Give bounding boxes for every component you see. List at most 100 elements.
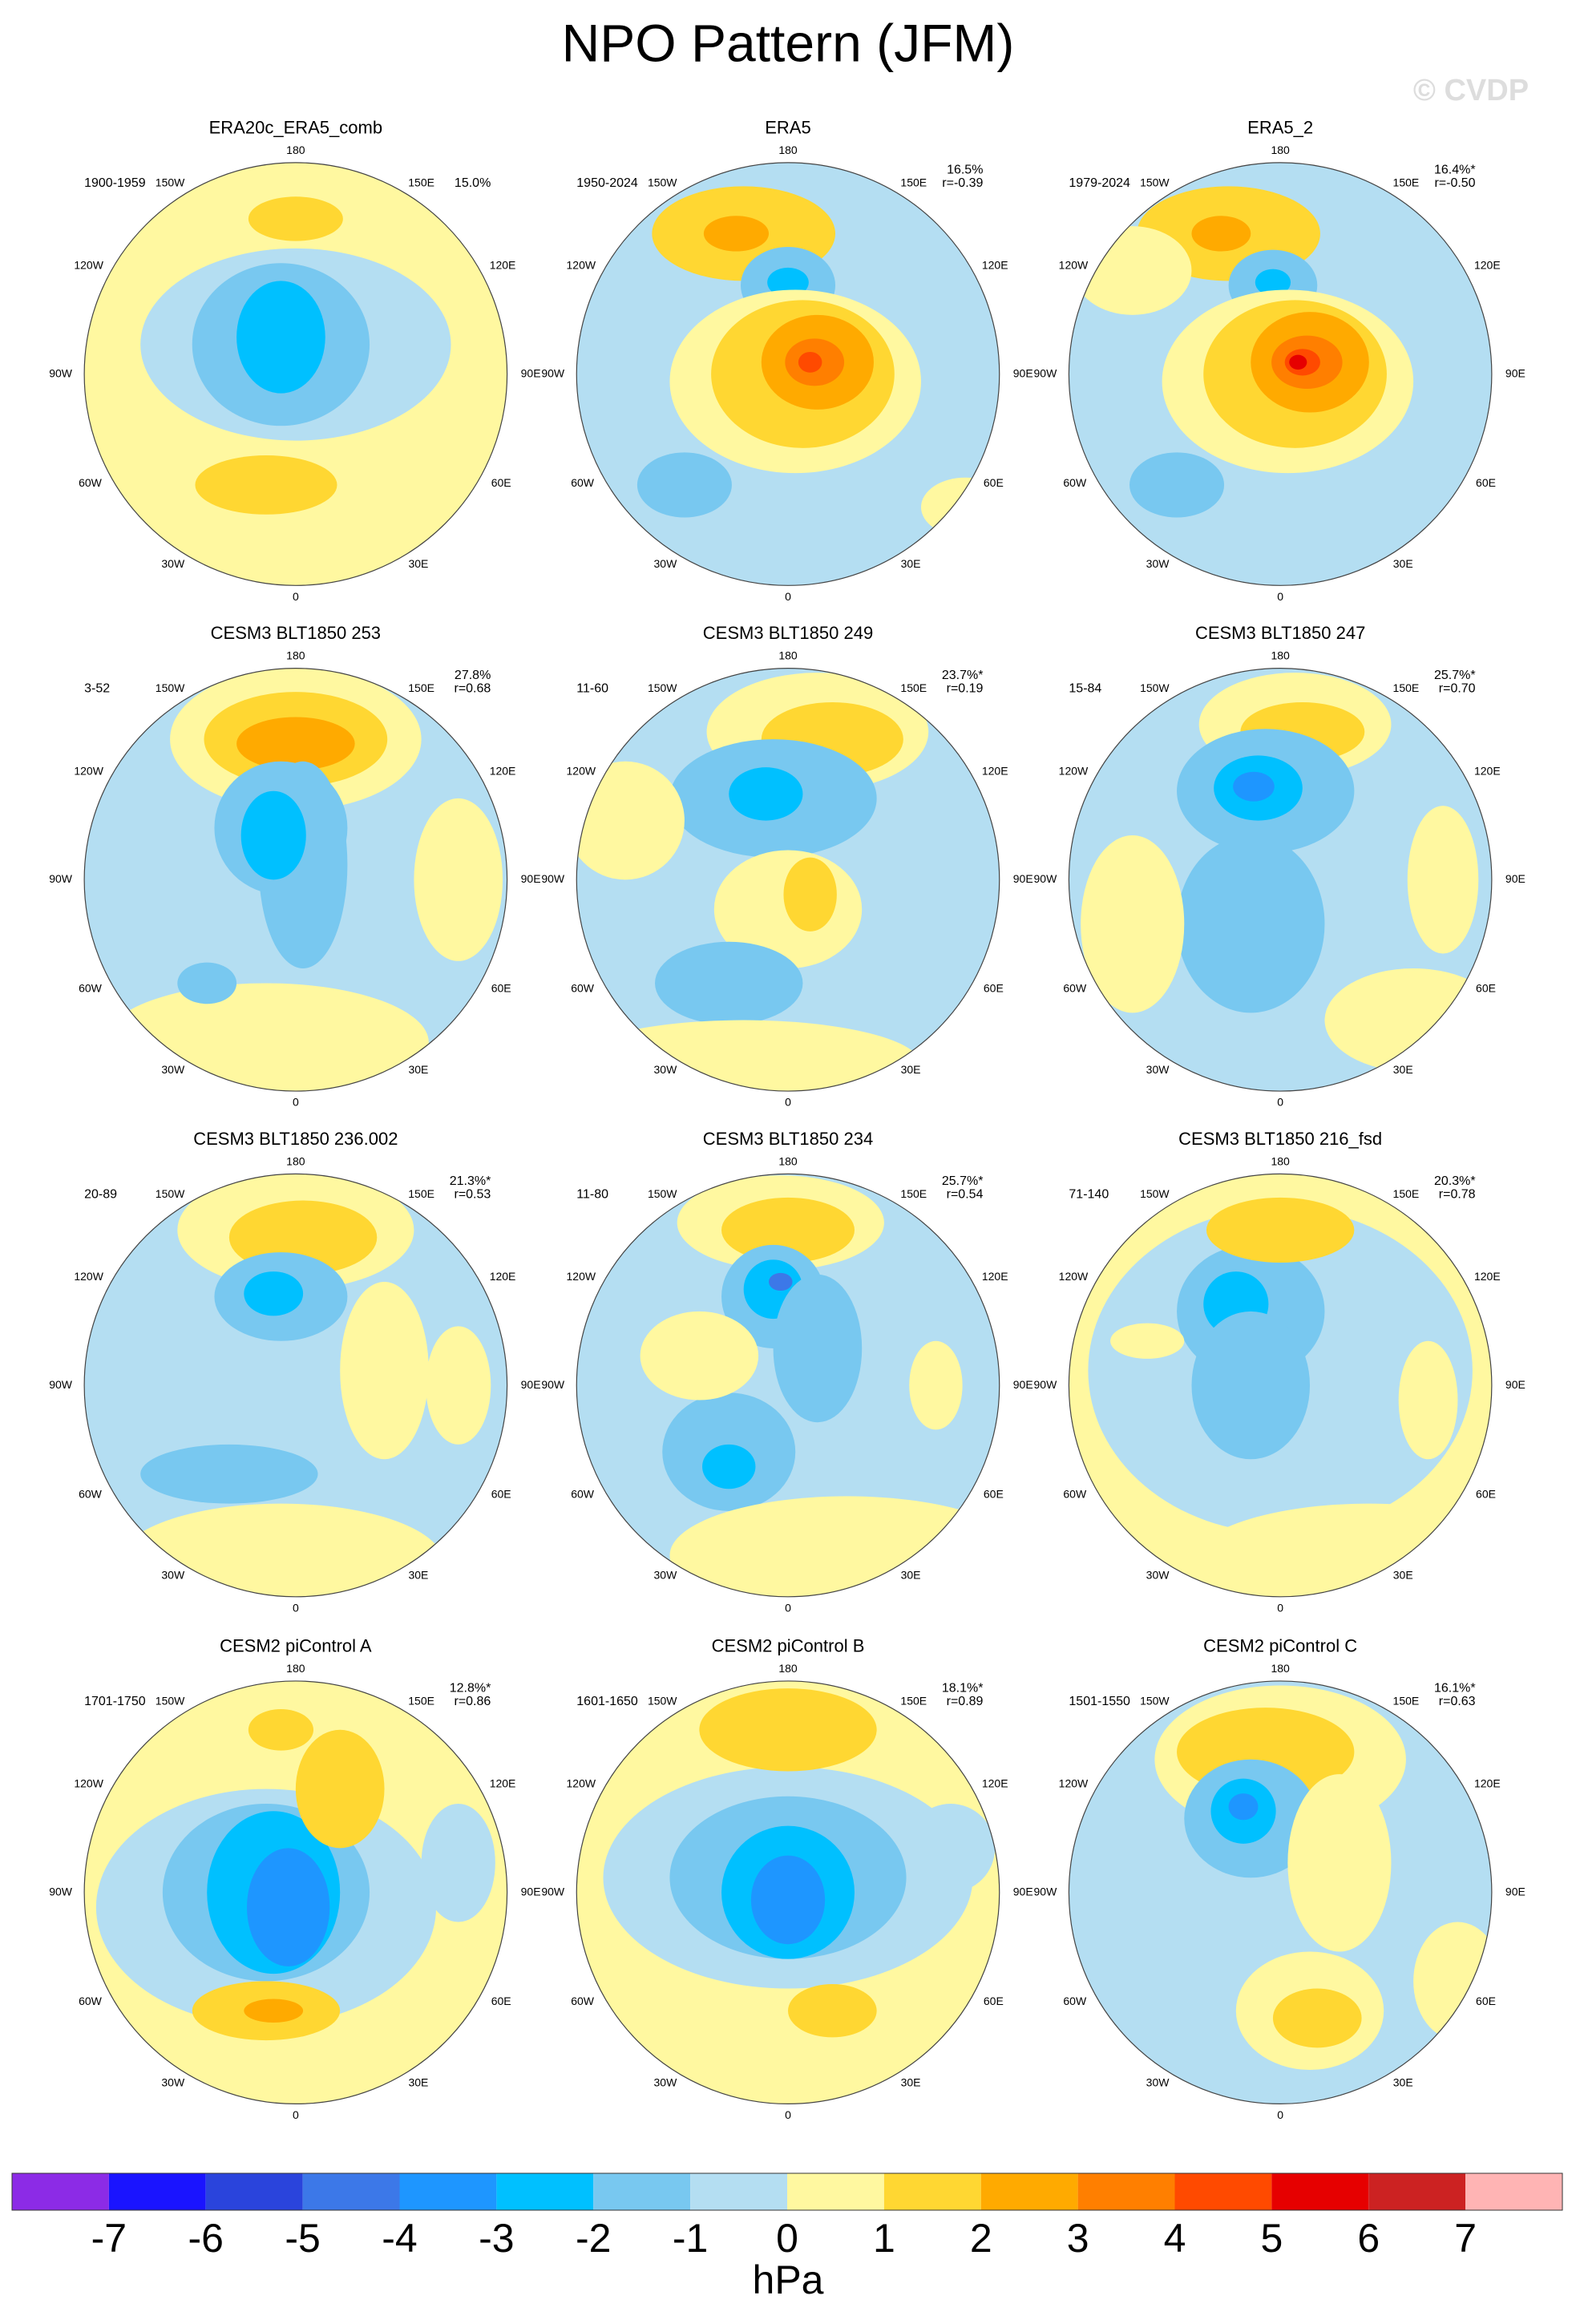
map <box>84 162 507 586</box>
shading <box>788 1984 877 2038</box>
variance: 20.3%* <box>1434 1174 1476 1188</box>
lon-label: 180 <box>778 649 798 662</box>
panel-title: CESM3 BLT1850 216_fsd <box>1178 1129 1382 1149</box>
lon-label: 60W <box>1063 476 1087 489</box>
lon-label: 60W <box>571 1995 595 2007</box>
correlation: r=0.86 <box>454 1695 491 1708</box>
lon-label: 120W <box>1059 1777 1089 1790</box>
lon-label: 90W <box>541 872 565 885</box>
lon-label: 90E <box>521 872 541 885</box>
lon-label: 30W <box>1146 557 1170 570</box>
map <box>576 1680 1000 2104</box>
map-border <box>83 668 508 1092</box>
correlation: r=0.68 <box>454 682 491 696</box>
lon-label: 60E <box>984 476 1004 489</box>
lon-label: 0 <box>293 1096 299 1109</box>
lon-label: 120W <box>74 1777 103 1790</box>
panel-title: ERA5 <box>765 117 810 137</box>
colorbar-label: -5 <box>285 2216 320 2261</box>
map <box>1069 1680 1492 2104</box>
shading <box>248 196 343 241</box>
variance: 25.7%* <box>1434 669 1476 682</box>
lon-label: 60W <box>79 1487 103 1500</box>
colorbar-box <box>496 2173 594 2210</box>
variance: 21.3%* <box>450 1174 491 1188</box>
shading <box>340 1281 429 1460</box>
period: 11-60 <box>576 682 608 696</box>
lon-label: 90W <box>541 1378 565 1391</box>
correlation: r=0.89 <box>947 1695 984 1708</box>
lon-label: 60W <box>79 476 103 489</box>
map-border <box>83 1173 508 1598</box>
lon-label: 150E <box>900 1187 927 1200</box>
shading <box>244 1999 304 2023</box>
shading <box>721 1197 855 1263</box>
colorbar-box <box>399 2173 497 2210</box>
colorbar-frame <box>11 2172 1563 2211</box>
shading <box>1191 1311 1311 1460</box>
lon-label: 120W <box>1059 764 1089 777</box>
lon-label: 0 <box>1277 590 1283 603</box>
lon-label: 0 <box>1277 2108 1283 2121</box>
variance: 18.1%* <box>942 1681 984 1695</box>
colorbar-label: 0 <box>776 2216 798 2261</box>
colorbar-box <box>1174 2173 1272 2210</box>
colorbar-label: -7 <box>91 2216 127 2261</box>
correlation: r=0.19 <box>947 682 984 696</box>
lon-label: 0 <box>293 2108 299 2121</box>
map <box>84 1680 507 2104</box>
map <box>576 162 1000 586</box>
lon-label: 30W <box>1146 2075 1170 2088</box>
lon-label: 150E <box>408 681 434 694</box>
lon-label: 150E <box>1393 681 1420 694</box>
panel-title: CESM3 BLT1850 247 <box>1195 623 1365 643</box>
lon-label: 180 <box>286 143 305 156</box>
lon-label: 120E <box>490 1777 516 1790</box>
colorbar-label: -3 <box>479 2216 514 2261</box>
variance: 25.7%* <box>942 1174 984 1188</box>
variance: 12.8%* <box>450 1681 491 1695</box>
shading <box>1255 269 1291 296</box>
map <box>1069 162 1492 586</box>
lon-label: 150E <box>1393 1187 1420 1200</box>
lon-label: 90W <box>1034 1378 1058 1391</box>
shading <box>576 761 685 880</box>
lon-label: 0 <box>785 2108 791 2121</box>
shading <box>783 857 837 932</box>
correlation: r=-0.39 <box>942 176 983 190</box>
lon-label: 30E <box>901 1063 921 1076</box>
shading <box>669 1496 1000 1597</box>
lon-label: 60E <box>1476 1487 1496 1500</box>
period: 71-140 <box>1069 1187 1109 1201</box>
variance: 15.0% <box>455 176 491 190</box>
lon-label: 60E <box>491 1995 511 2007</box>
lon-label: 120E <box>490 259 516 272</box>
lon-label: 30E <box>1393 1569 1413 1582</box>
map-border <box>576 162 1000 586</box>
lon-label: 180 <box>778 1154 798 1167</box>
lon-label: 30W <box>1146 1063 1170 1076</box>
shading <box>1073 226 1192 315</box>
period: 11-80 <box>576 1187 608 1201</box>
period: 15-84 <box>1069 682 1101 696</box>
colorbar-label: 2 <box>970 2216 992 2261</box>
correlation: r=0.78 <box>1439 1187 1476 1201</box>
shading <box>1398 1340 1458 1460</box>
shading <box>195 455 337 515</box>
shading <box>636 452 732 518</box>
shading <box>236 717 355 770</box>
correlation: r=0.70 <box>1439 682 1476 696</box>
panel-title: CESM2 piControl C <box>1203 1635 1357 1655</box>
shading <box>750 1855 826 1945</box>
lon-label: 90W <box>541 1885 565 1898</box>
period: 1979-2024 <box>1069 176 1130 190</box>
shading <box>702 1444 756 1489</box>
lon-label: 120E <box>1474 259 1501 272</box>
panel-title: ERA20c_ERA5_comb <box>209 117 382 137</box>
lon-label: 150W <box>156 1187 185 1200</box>
lon-label: 90W <box>49 1885 73 1898</box>
lon-label: 60W <box>1063 1487 1087 1500</box>
lon-label: 0 <box>1277 1601 1283 1614</box>
